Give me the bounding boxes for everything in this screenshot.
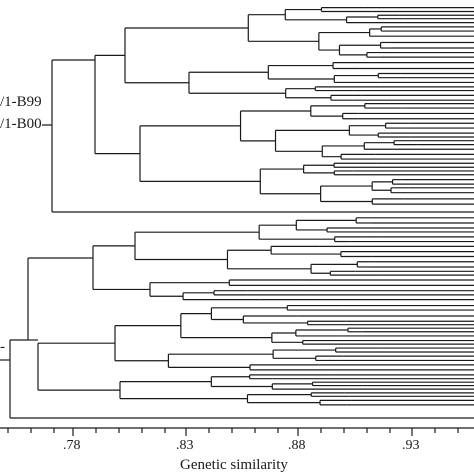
x-tick-label: .78 [63, 438, 81, 453]
x-axis-title: Genetic similarity [180, 457, 288, 473]
x-tick-label: .83 [176, 438, 194, 453]
dendrogram-branches [0, 7, 474, 419]
cluster-a-label-b00: /1-B00 [0, 116, 42, 132]
cluster-a-label-b99: /1-B99 [0, 94, 42, 110]
x-tick-label: .88 [288, 438, 306, 453]
cluster-b-label: - [0, 339, 5, 355]
x-axis: .78 .83 .88 .93 Genetic similarity [0, 427, 474, 473]
x-tick-label: .93 [402, 438, 420, 453]
